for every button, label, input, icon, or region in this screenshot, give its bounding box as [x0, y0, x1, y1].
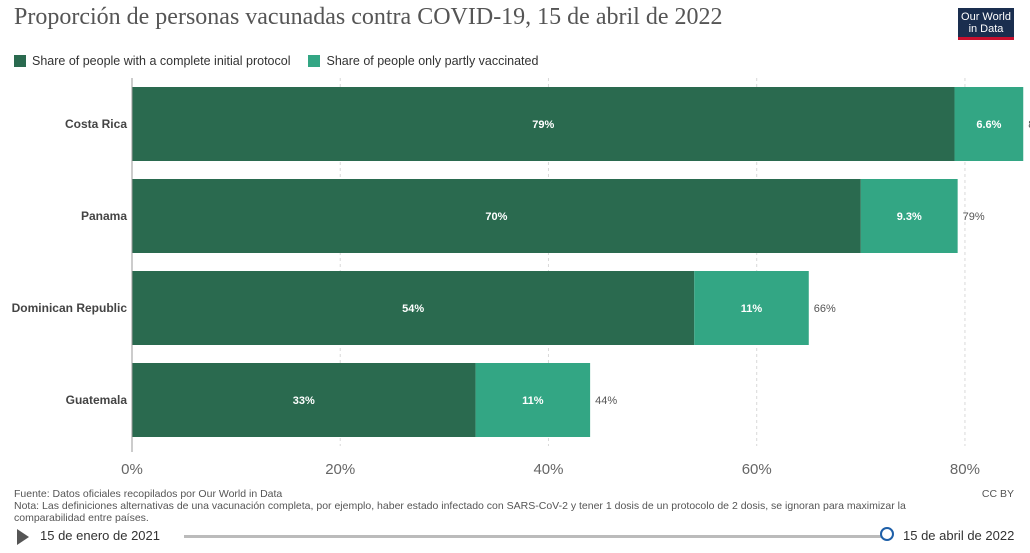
total-label: 66%	[814, 303, 836, 315]
category-label: Costa Rica	[65, 117, 127, 131]
bar-segment	[475, 363, 591, 437]
category-label: Dominican Republic	[12, 301, 128, 315]
source-note: Fuente: Datos oficiales recopilados por …	[14, 488, 283, 500]
timeline-end-label: 15 de abril de 2022	[903, 528, 1015, 543]
owid-logo[interactable]: Our World in Data	[958, 8, 1014, 40]
legend: Share of people with a complete initial …	[14, 54, 538, 68]
license-label[interactable]: CC BY	[981, 488, 1014, 500]
data-label: 79%	[532, 119, 554, 131]
timeline: 15 de enero de 2021 15 de abril de 2022	[14, 526, 1016, 548]
bar-segment	[694, 271, 809, 345]
x-tick-label: 80%	[950, 461, 980, 478]
play-icon[interactable]	[17, 529, 29, 545]
x-tick-label: 0%	[121, 461, 143, 478]
total-label: 85%	[1028, 119, 1030, 131]
bar-segment	[132, 87, 955, 161]
chart-title: Proporción de personas vacunadas contra …	[14, 4, 723, 30]
total-label: 79%	[963, 211, 985, 223]
timeline-track[interactable]	[184, 535, 888, 538]
data-label: 70%	[485, 211, 507, 223]
logo-line-1: Our World	[961, 11, 1011, 23]
legend-swatch-partial	[308, 55, 321, 67]
legend-item-complete[interactable]: Share of people with a complete initial …	[14, 54, 290, 68]
bar-segment	[132, 363, 476, 437]
legend-swatch-complete	[14, 55, 26, 67]
data-label: 11%	[522, 395, 544, 407]
data-label: 11%	[741, 303, 763, 315]
timeline-start-label: 15 de enero de 2021	[40, 528, 160, 543]
bar-segment	[132, 271, 695, 345]
data-label: 6.6%	[976, 119, 1001, 131]
timeline-handle[interactable]	[880, 527, 894, 541]
bar-segment	[954, 87, 1024, 161]
total-label: 44%	[595, 395, 617, 407]
data-label: 9.3%	[897, 211, 922, 223]
bar-chart: 0% 20% 40% 60% 80% Costa Rica 79% 6.6% 85% Panama…	[12, 78, 1030, 478]
logo-line-2: in Data	[968, 23, 1004, 35]
bar-segment	[860, 179, 958, 253]
bar-segment	[132, 179, 861, 253]
legend-item-partial[interactable]: Share of people only partly vaccinated	[308, 54, 538, 68]
definition-note: Nota: Las definiciones alternativas de u…	[14, 500, 906, 524]
data-label: 33%	[293, 395, 315, 407]
x-tick-label: 20%	[325, 461, 355, 478]
logo-strip	[958, 37, 1014, 40]
category-label: Guatemala	[66, 393, 128, 407]
legend-label-partial: Share of people only partly vaccinated	[326, 54, 539, 68]
data-label: 54%	[402, 303, 424, 315]
x-tick-label: 60%	[742, 461, 772, 478]
category-label: Panama	[81, 209, 127, 223]
x-tick-label: 40%	[533, 461, 563, 478]
chart-footer: Fuente: Datos oficiales recopilados por …	[14, 488, 974, 524]
legend-label-complete: Share of people with a complete initial …	[32, 54, 291, 68]
